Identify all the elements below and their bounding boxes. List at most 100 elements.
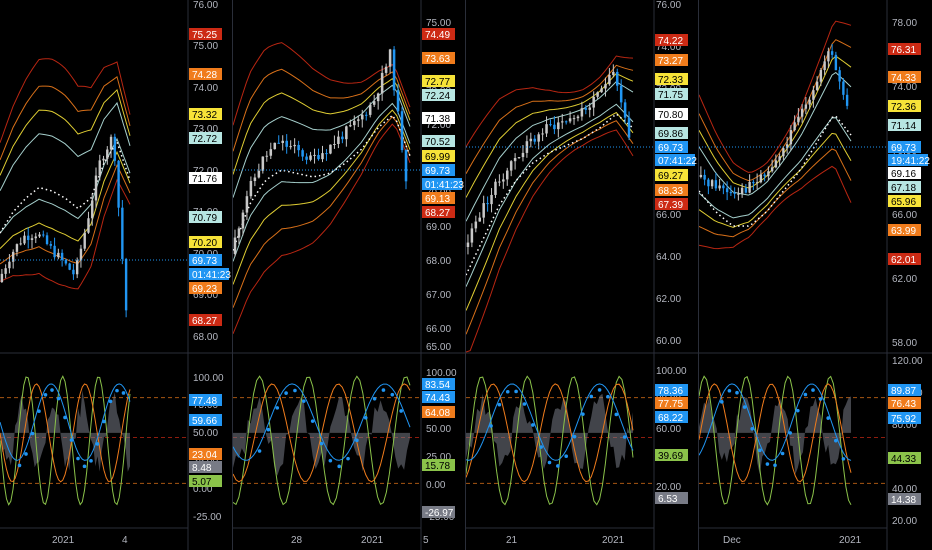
chart-pane-2[interactable]: 75.0074.0073.0072.0071.0070.0069.0068.00… — [233, 0, 465, 550]
price-badge — [888, 167, 921, 179]
chart-pane-4[interactable]: 78.0074.0070.0066.0062.0058.00120.00100.… — [699, 0, 932, 550]
osc-signal-dot — [735, 390, 739, 395]
envelope-band-line — [233, 109, 411, 285]
osc-signal-dot — [796, 408, 800, 413]
candle-body — [553, 124, 556, 130]
candle-body — [49, 244, 53, 246]
osc-signal-dot — [363, 415, 368, 420]
price-badge-label: 72.33 — [658, 75, 683, 86]
price-badge-label: 76.31 — [891, 45, 916, 56]
osc-signal-dot — [742, 405, 747, 409]
candle-body — [75, 260, 79, 275]
envelope-band-line — [466, 72, 634, 198]
chart-pane-3[interactable]: 76.0074.0072.0070.0068.0066.0064.0062.00… — [466, 0, 698, 550]
candle-body — [19, 243, 22, 245]
envelope-band-line — [699, 117, 852, 219]
candle-body — [30, 238, 34, 240]
candle-body — [714, 180, 718, 189]
price-badge-label: 70.52 — [425, 137, 450, 148]
osc-badge — [655, 449, 688, 461]
candle-body — [600, 88, 603, 93]
osc-signal-dot — [547, 460, 552, 465]
osc-badge-label: 59.66 — [192, 416, 217, 427]
candle-body — [380, 72, 384, 94]
candle-body — [785, 144, 789, 149]
osc-badge-label: 77.48 — [192, 396, 217, 407]
chart-1-svg[interactable]: 76.0075.0074.0073.0072.0071.0070.0069.00… — [0, 0, 232, 550]
candle-body — [273, 142, 277, 150]
candle-body — [755, 182, 759, 184]
candle-body — [249, 180, 253, 197]
candle-body — [537, 134, 540, 142]
pane-divider[interactable] — [465, 0, 466, 550]
osc-badge-label: 39.69 — [658, 451, 683, 462]
price-badge-label: 69.27 — [658, 171, 683, 182]
candle-body — [15, 244, 19, 252]
osc-signal-dot — [355, 438, 359, 443]
candle-body — [770, 167, 774, 172]
candle-body — [782, 148, 785, 157]
time-tick-label: 2021 — [52, 535, 75, 546]
osc-histogram-area — [466, 393, 633, 470]
osc-tick-label: 100.00 — [656, 366, 687, 377]
osc-histogram-area — [699, 396, 851, 475]
pane-divider[interactable] — [232, 0, 233, 550]
osc-signal-dot — [597, 388, 602, 392]
candle-body — [513, 158, 517, 162]
candle-body — [789, 130, 793, 145]
candle-body — [301, 150, 304, 157]
candle-body — [474, 221, 478, 229]
candle-body — [353, 120, 356, 126]
envelope-band-line — [233, 42, 411, 126]
price-badge-label: 71.38 — [425, 114, 450, 125]
basis-line — [233, 114, 411, 251]
price-badge-label: 07:41:22 — [658, 156, 697, 167]
price-badge — [189, 314, 222, 326]
price-badge — [422, 206, 455, 218]
osc-badge-label: 75.92 — [891, 414, 916, 425]
osc-signal-dot — [284, 391, 288, 395]
candle-body — [834, 54, 838, 71]
price-badge — [422, 178, 462, 190]
osc-badge — [888, 493, 921, 505]
osc-signal-dot — [489, 424, 493, 428]
price-badge-label: 69.13 — [425, 194, 450, 205]
osc-signal-dot — [63, 415, 67, 420]
price-badge — [422, 52, 455, 64]
osc-signal-dot — [17, 463, 22, 468]
osc-signal-dot — [750, 426, 754, 431]
chart-3-svg[interactable]: 76.0074.0072.0070.0068.0066.0064.0062.00… — [466, 0, 698, 550]
osc-badge — [189, 461, 222, 473]
candle-body — [549, 124, 552, 126]
price-badge-label: 62.01 — [891, 255, 916, 266]
price-tick-label: 67.00 — [426, 290, 451, 301]
price-tick-label: 64.00 — [656, 252, 681, 263]
osc-badge-label: 83.54 — [425, 380, 450, 391]
osc-signal-dot — [89, 459, 93, 463]
candle-body — [623, 102, 627, 118]
candle-body — [703, 174, 706, 180]
osc-orange-line — [0, 383, 131, 483]
candle-body — [317, 154, 320, 160]
osc-badge — [888, 384, 921, 396]
price-badge — [655, 54, 688, 66]
candle-body — [121, 207, 124, 259]
chart-4-svg[interactable]: 78.0074.0070.0066.0062.0058.00120.00100.… — [699, 0, 932, 550]
pane-divider[interactable] — [698, 0, 699, 550]
envelope-band-line — [0, 88, 131, 176]
osc-badge — [189, 475, 222, 487]
candle-body — [321, 153, 324, 160]
price-badge-label: 69.86 — [658, 129, 683, 140]
price-badge-label: 69.73 — [891, 143, 916, 154]
osc-blue-line — [699, 383, 852, 461]
candle-body — [60, 252, 64, 260]
candle-body — [109, 136, 113, 150]
osc-badge-label: 78.36 — [658, 386, 683, 397]
candle-body — [812, 90, 815, 100]
candle-body — [830, 51, 834, 55]
osc-badge — [189, 414, 222, 426]
chart-pane-1[interactable]: 76.0075.0074.0073.0072.0071.0070.0069.00… — [0, 0, 232, 550]
chart-2-svg[interactable]: 75.0074.0073.0072.0071.0070.0069.0068.00… — [233, 0, 465, 550]
candle-body — [289, 146, 292, 148]
candle-body — [498, 181, 501, 183]
